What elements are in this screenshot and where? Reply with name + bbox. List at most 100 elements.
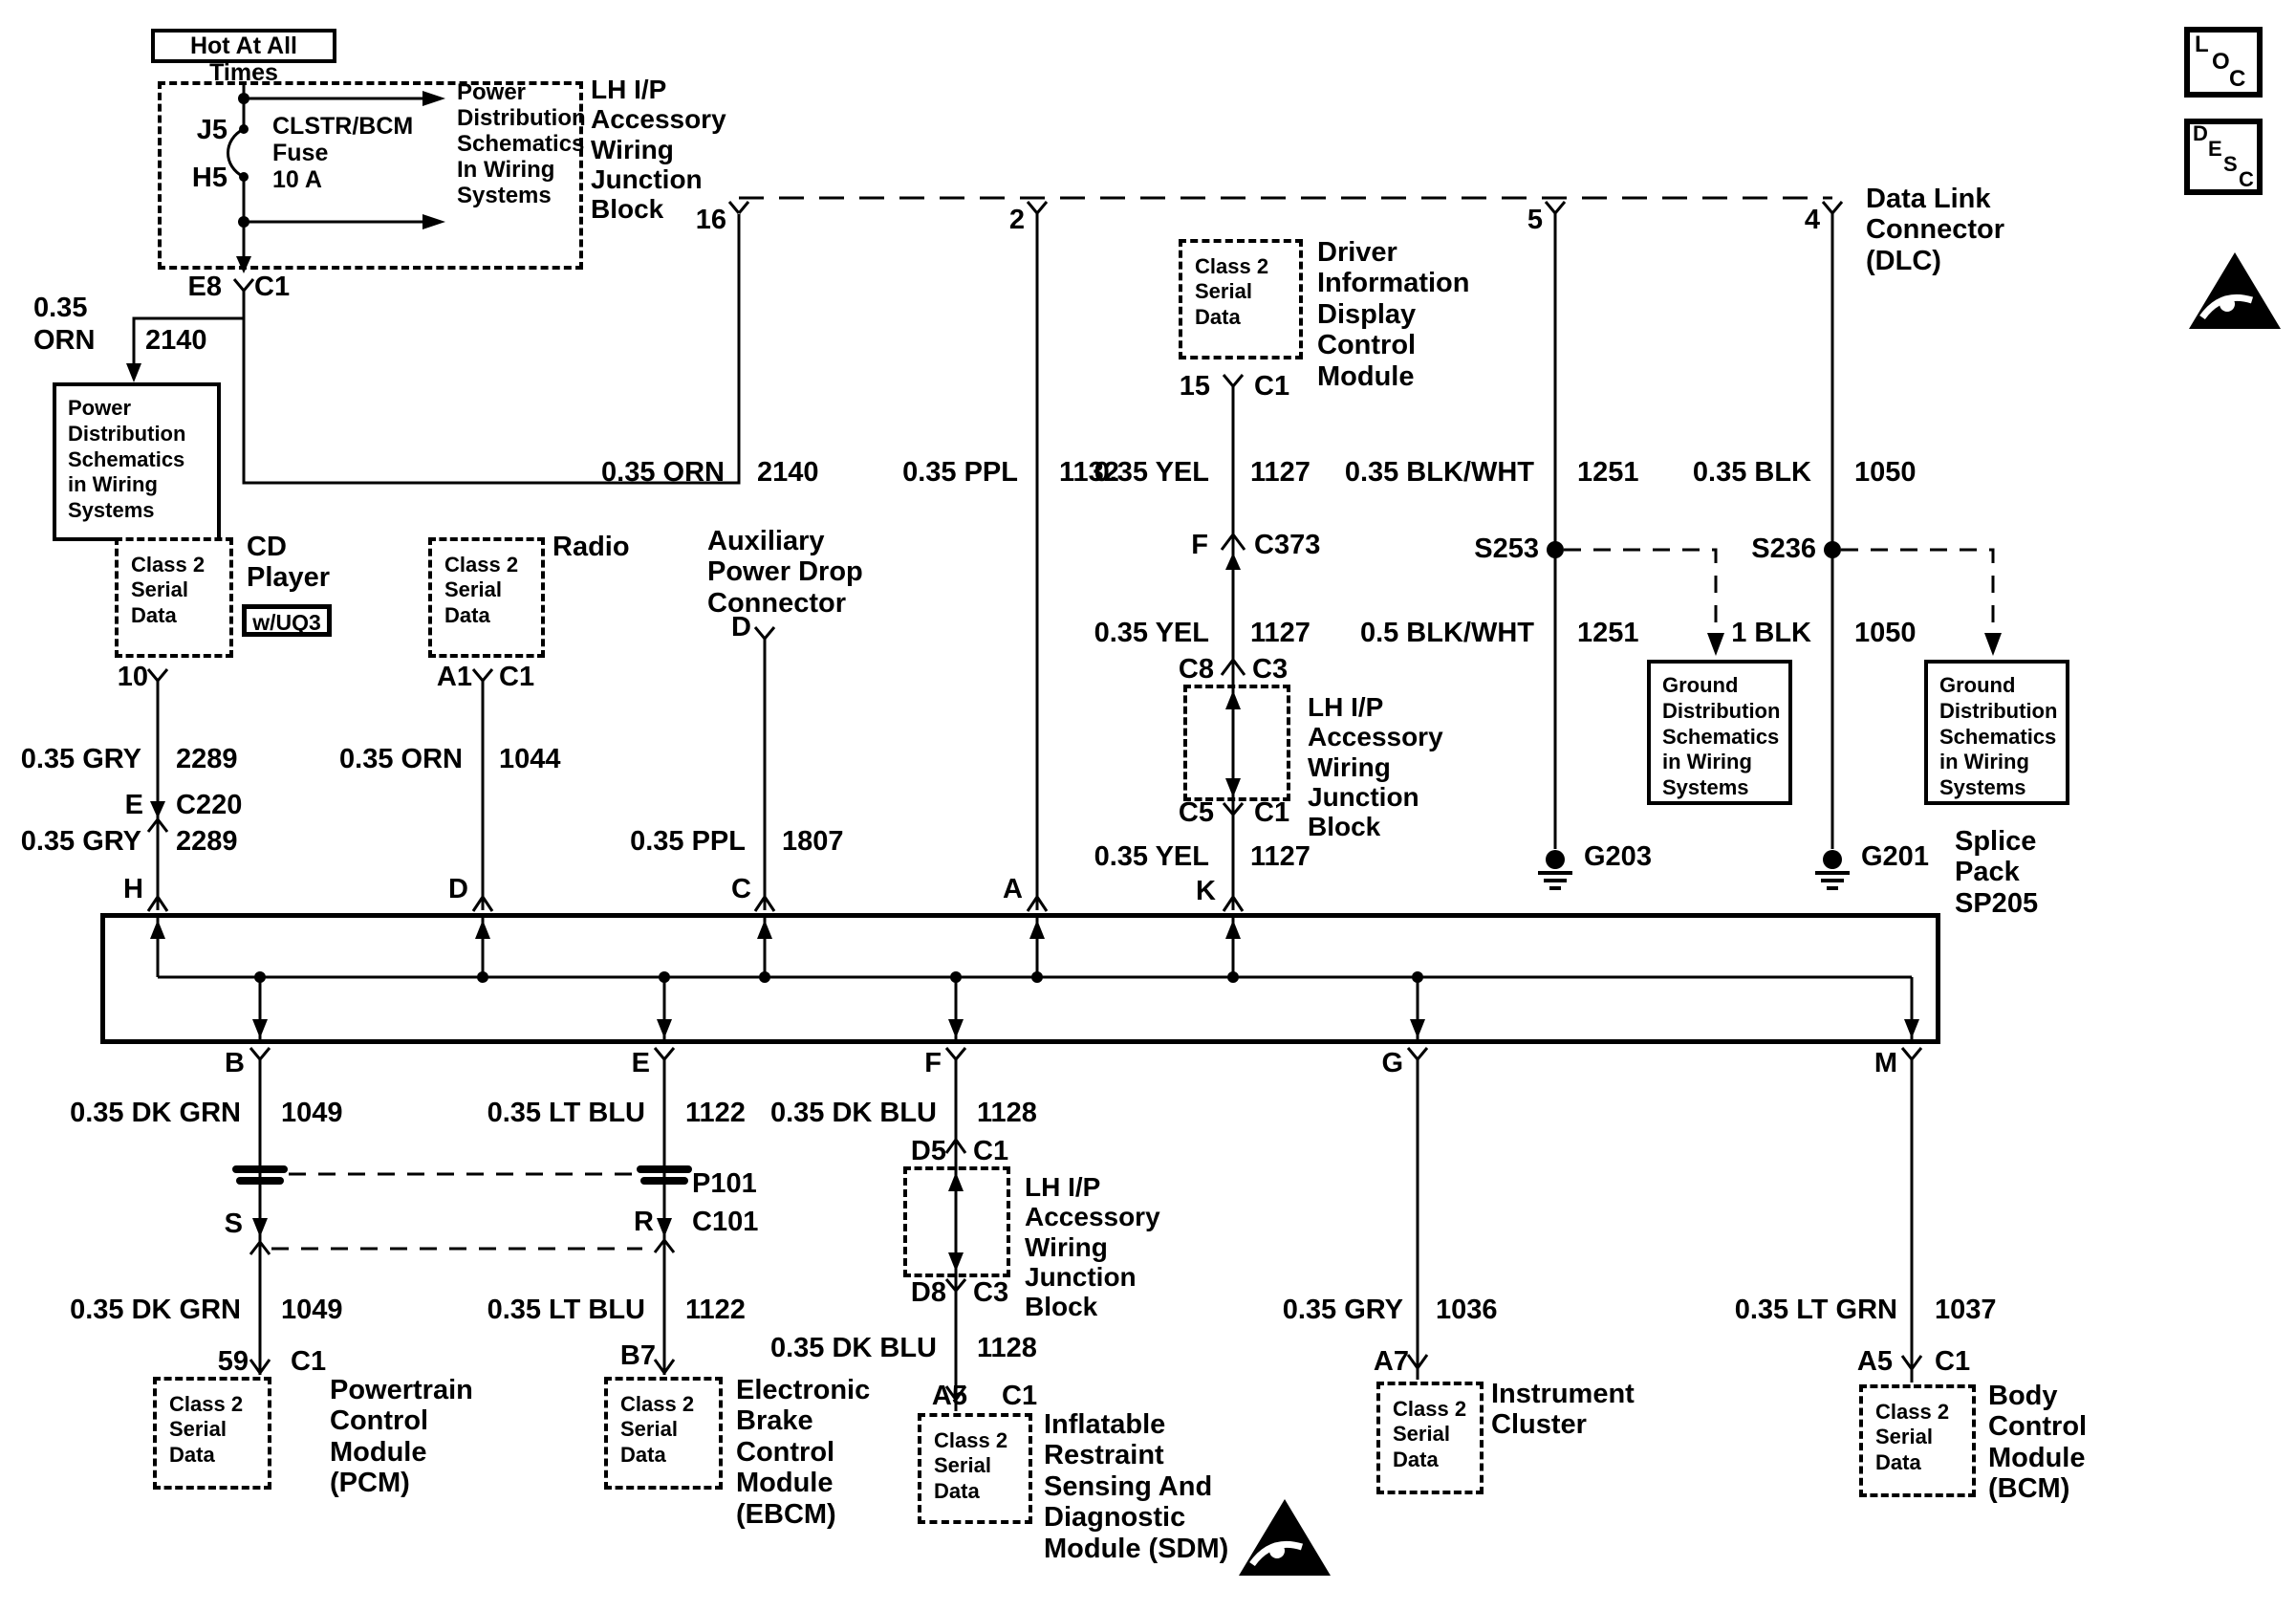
splice-pin-e: E xyxy=(631,1048,650,1078)
splice-pack-label: Splice Pack SP205 xyxy=(1955,826,2039,919)
wire-ltblu1-circuit: 1122 xyxy=(685,1098,746,1128)
pin-15: 15 xyxy=(1179,371,1210,402)
wire-blkwht2-circuit: 1251 xyxy=(1577,618,1639,648)
wire-blk1-label: 0.35 BLK xyxy=(1692,457,1811,488)
pin-d8: D8 xyxy=(910,1277,946,1308)
pin-a7: A7 xyxy=(1373,1346,1409,1377)
wire-blk1-circuit: 1050 xyxy=(1854,457,1917,488)
ground-distribution-ref-box-right: Ground Distribution Schematics in Wiring… xyxy=(1924,660,2069,805)
wire-ppl1807-circuit: 1807 xyxy=(782,826,844,857)
pin-c5: C5 xyxy=(1178,797,1214,828)
dlc-label: Data Link Connector (DLC) xyxy=(1866,184,2004,276)
junction-block-bot-label: LH I/P Accessory Wiring Junction Block xyxy=(1025,1172,1160,1322)
pin-c5-c1: C1 xyxy=(1254,797,1290,828)
pin-a5-bcm-c1: C1 xyxy=(1935,1346,1971,1377)
splice-pin-b: B xyxy=(225,1048,245,1078)
ground-g203: G203 xyxy=(1584,841,1652,872)
pcm-class2-box: Class 2 Serial Data xyxy=(153,1377,271,1490)
wire-gry1036-label: 0.35 GRY xyxy=(1282,1295,1403,1325)
wire-ltblu2-label: 0.35 LT BLU xyxy=(487,1295,645,1325)
pin-5: 5 xyxy=(1527,205,1543,235)
conn-c101: C101 xyxy=(692,1207,759,1237)
wire-dkblu2-circuit: 1128 xyxy=(977,1333,1037,1363)
fuse-word: Fuse xyxy=(272,140,329,166)
wire-gry1-circuit: 2289 xyxy=(176,744,238,774)
wire-orn-size: 0.35 xyxy=(33,293,88,323)
desc-letter-e: E xyxy=(2208,137,2222,161)
pin-e8: E8 xyxy=(187,272,222,302)
cd-player-label-1: CD xyxy=(247,532,287,562)
pin-c3: C3 xyxy=(1252,654,1289,685)
pin-4: 4 xyxy=(1804,205,1820,235)
wire-orn16-circuit: 2140 xyxy=(757,457,819,488)
loc-button[interactable] xyxy=(2184,27,2263,98)
splice-s253: S253 xyxy=(1474,533,1539,564)
power-dist-ref-label: Power Distribution Schematics In Wiring … xyxy=(457,79,586,208)
wire-ltblu2-circuit: 1122 xyxy=(685,1295,746,1325)
pin-d8-c3: C3 xyxy=(973,1277,1009,1308)
wire-dkgrn1-label: 0.35 DK GRN xyxy=(70,1098,241,1128)
splice-s253-dot xyxy=(1547,541,1564,558)
wire-gry1-label: 0.35 GRY xyxy=(20,744,141,774)
wire-yel2-circuit: 1127 xyxy=(1250,618,1310,648)
wire-dkblu1-circuit: 1128 xyxy=(977,1098,1037,1128)
aux-connector-label: Auxiliary Power Drop Connector xyxy=(707,526,863,619)
wire-gry1036-circuit: 1036 xyxy=(1436,1295,1498,1325)
ground-g201-icon xyxy=(1815,871,1850,890)
wire-gry2-label: 0.35 GRY xyxy=(20,826,141,857)
pin-d5: D5 xyxy=(910,1136,946,1166)
ground-g203-icon xyxy=(1538,871,1572,890)
instrument-cluster-class2-box: Class 2 Serial Data xyxy=(1376,1382,1484,1494)
wire-yel2-label: 0.35 YEL xyxy=(1094,618,1209,648)
splice-pin-a: A xyxy=(1003,874,1023,904)
wire-yel3-label: 0.35 YEL xyxy=(1094,841,1209,872)
wire-orn16-label: 0.35 ORN xyxy=(601,457,725,488)
junction-block-mid-label: LH I/P Accessory Wiring Junction Block xyxy=(1308,692,1443,842)
ground-distribution-ref-box-left: Ground Distribution Schematics in Wiring… xyxy=(1647,660,1792,805)
esd-warning-icon-bottom xyxy=(1239,1499,1331,1576)
splice-s236: S236 xyxy=(1751,533,1816,564)
junction-dots xyxy=(238,93,1842,983)
conn-c220: C220 xyxy=(176,790,243,820)
wire-yel1-circuit: 1127 xyxy=(1250,457,1310,488)
wire-dkblu2-label: 0.35 DK BLU xyxy=(769,1333,937,1363)
conn-p101: P101 xyxy=(692,1168,757,1199)
wire-ppl-circuit: 1132 xyxy=(1059,457,1119,488)
pin-c8: C8 xyxy=(1178,654,1214,685)
radio-class2-box: Class 2 Serial Data xyxy=(428,537,545,658)
ground-g201: G201 xyxy=(1861,841,1929,872)
pin-b7: B7 xyxy=(619,1340,656,1371)
desc-letter-d: D xyxy=(2193,121,2208,145)
wire-orn1044-label: 0.35 ORN xyxy=(339,744,463,774)
pin-e8-c1: C1 xyxy=(254,272,291,302)
conn-f: F xyxy=(1191,530,1208,560)
wire-dkgrn1-circuit: 1049 xyxy=(281,1098,343,1128)
pin-d5-c1: C1 xyxy=(973,1136,1009,1166)
pin-16: 16 xyxy=(695,205,726,235)
didcm-label: Driver Information Display Control Modul… xyxy=(1317,237,1470,392)
pcm-label: Powertrain Control Module (PCM) xyxy=(330,1375,473,1499)
connector-fork-symbols xyxy=(146,201,1923,1401)
conn-r: R xyxy=(634,1207,654,1237)
desc-button[interactable] xyxy=(2184,119,2263,195)
fuse-block-dashed-box xyxy=(158,81,583,270)
pin-a5-bcm: A5 xyxy=(1856,1346,1893,1377)
splice-pin-g: G xyxy=(1381,1048,1403,1078)
bcm-label: Body Control Module (BCM) xyxy=(1988,1381,2088,1505)
fuse-rating: 10 A xyxy=(272,166,322,193)
wire-orn1044-circuit: 1044 xyxy=(499,744,561,774)
bcm-class2-box: Class 2 Serial Data xyxy=(1859,1384,1976,1497)
esd-warning-icon-right xyxy=(2189,252,2281,329)
splice-pin-d: D xyxy=(448,874,468,904)
wire-yel3-circuit: 1127 xyxy=(1250,841,1310,872)
pin-d-aux: D xyxy=(731,612,751,642)
junction-block-top-label: LH I/P Accessory Wiring Junction Block xyxy=(591,75,726,225)
splice-pin-m: M xyxy=(1874,1048,1897,1078)
splice-s: S xyxy=(224,1208,243,1239)
conn-e: E xyxy=(124,790,143,820)
ebcm-class2-box: Class 2 Serial Data xyxy=(604,1377,723,1490)
instrument-cluster-label: Instrument Cluster xyxy=(1491,1379,1635,1441)
desc-letter-s: S xyxy=(2223,152,2238,176)
pin-a1-c1: C1 xyxy=(499,662,535,692)
loc-letter-o: O xyxy=(2212,49,2230,75)
